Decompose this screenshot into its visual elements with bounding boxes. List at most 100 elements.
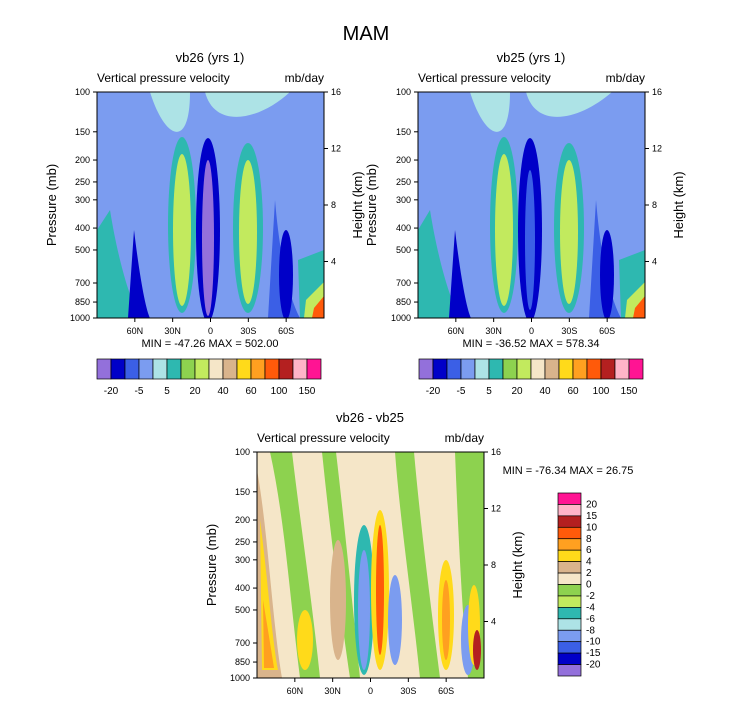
- colorbar-swatch: [544, 358, 560, 380]
- pressure-tick-label: 500: [396, 245, 411, 255]
- contour-fill: [257, 452, 484, 678]
- lat-tick-label: 30N: [164, 326, 181, 336]
- colorbar-swatch: [278, 358, 294, 380]
- lat-tick-label: 0: [208, 326, 213, 336]
- contour-fill: [97, 92, 324, 318]
- pressure-tick-label: 250: [235, 537, 250, 547]
- pressure-tick-label: 200: [235, 515, 250, 525]
- colorbar-swatch: [558, 358, 574, 380]
- pressure-tick-label: 850: [235, 657, 250, 667]
- colorbar-label: 100: [593, 386, 610, 397]
- pressure-tick-label: 400: [75, 223, 90, 233]
- pressure-tick-label: 100: [396, 87, 411, 97]
- height-tick-label: 12: [491, 504, 501, 514]
- colorbar-swatch: [600, 358, 616, 380]
- y2-axis-label: Height (km): [350, 171, 365, 238]
- lat-tick-label: 0: [529, 326, 534, 336]
- colorbar-label: 5: [164, 386, 170, 397]
- colorbar-swatch: [628, 358, 644, 380]
- y2-axis-label: Height (km): [671, 171, 686, 238]
- colorbar-swatch: [152, 358, 168, 380]
- height-tick-label: 4: [652, 257, 657, 267]
- panel-vb25: vb25 (yrs 1) Vertical pressure velocity …: [364, 50, 686, 397]
- colorbar-swatch: [557, 549, 582, 562]
- pressure-tick-label: 850: [396, 297, 411, 307]
- colorbar-swatch: [557, 572, 582, 585]
- panel-vb26: vb26 (yrs 1) Vertical pressure velocity …: [44, 50, 365, 397]
- height-tick-label: 12: [652, 144, 662, 154]
- colorbar-swatch: [488, 358, 504, 380]
- lat-tick-label: 0: [368, 686, 373, 696]
- pressure-tick-label: 850: [75, 297, 90, 307]
- field-label: Vertical pressure velocity: [418, 71, 551, 85]
- pressure-tick-label: 100: [75, 87, 90, 97]
- colorbar-swatch: [138, 358, 154, 380]
- colorbar-swatch: [502, 358, 518, 380]
- colorbar-swatch: [557, 584, 582, 597]
- pressure-tick-label: 500: [235, 605, 250, 615]
- colorbar-swatch: [557, 492, 582, 505]
- lat-tick-label: 30N: [485, 326, 502, 336]
- lat-tick-label: 60S: [438, 686, 454, 696]
- units-label: mb/day: [606, 71, 645, 85]
- colorbar-label: -2: [586, 591, 595, 602]
- field-label: Vertical pressure velocity: [257, 431, 390, 445]
- colorbar-label: 10: [586, 522, 598, 533]
- panel-title: vb26 (yrs 1): [176, 50, 245, 65]
- colorbar-swatch: [446, 358, 462, 380]
- pressure-tick-label: 200: [75, 155, 90, 165]
- colorbar-swatch: [557, 515, 582, 528]
- colorbar-label: -20: [104, 386, 119, 397]
- colorbar-swatch: [250, 358, 266, 380]
- colorbar-label: 20: [586, 499, 598, 510]
- pressure-tick-label: 500: [75, 245, 90, 255]
- height-tick-label: 4: [331, 257, 336, 267]
- min-max-stats: MIN = -47.26 MAX = 502.00: [142, 338, 279, 350]
- colorbar-label: 100: [271, 386, 288, 397]
- colorbar-swatch: [292, 358, 308, 380]
- colorbar-label: 150: [621, 386, 638, 397]
- colorbar-swatch: [306, 358, 322, 380]
- height-tick-label: 4: [491, 617, 496, 627]
- units-label: mb/day: [285, 71, 324, 85]
- pressure-tick-label: 250: [396, 177, 411, 187]
- colorbar-swatch: [586, 358, 602, 380]
- colorbar-swatch: [194, 358, 210, 380]
- height-tick-label: 16: [331, 87, 341, 97]
- colorbar-swatch: [474, 358, 490, 380]
- pressure-tick-label: 1000: [230, 673, 250, 683]
- colorbar-swatch: [557, 641, 582, 654]
- pressure-tick-label: 200: [396, 155, 411, 165]
- colorbar-swatch: [460, 358, 476, 380]
- lat-tick-label: 60S: [278, 326, 294, 336]
- colorbar-swatch: [236, 358, 252, 380]
- colorbar-swatch: [557, 504, 582, 517]
- lat-tick-label: 30N: [324, 686, 341, 696]
- colorbar-label: -5: [135, 386, 144, 397]
- colorbar-label: -10: [586, 637, 601, 648]
- lat-tick-label: 60N: [287, 686, 304, 696]
- pressure-tick-label: 100: [235, 447, 250, 457]
- colorbar-swatch: [96, 358, 112, 380]
- colorbar-label: 20: [189, 386, 201, 397]
- colorbar-label: -20: [586, 660, 601, 671]
- min-max-stats: MIN = -76.34 MAX = 26.75: [503, 465, 634, 477]
- colorbar-swatch: [418, 358, 434, 380]
- height-tick-label: 8: [652, 200, 657, 210]
- colorbar-swatch: [557, 526, 582, 540]
- colorbar-swatch: [530, 358, 546, 380]
- colorbar-swatch: [557, 538, 582, 551]
- pressure-tick-label: 1000: [391, 313, 411, 323]
- y2-axis-label: Height (km): [510, 531, 525, 598]
- colorbar-label: 40: [539, 386, 551, 397]
- lat-tick-label: 60S: [599, 326, 615, 336]
- colorbar-swatch: [572, 358, 588, 380]
- y-axis-label: Pressure (mb): [364, 164, 379, 246]
- colorbar-swatch: [557, 561, 582, 574]
- page-title: MAM: [343, 23, 390, 45]
- pressure-tick-label: 300: [396, 195, 411, 205]
- colorbar-swatch: [557, 629, 582, 643]
- colorbar-swatch: [124, 358, 140, 380]
- contour-fill: [418, 92, 645, 318]
- height-tick-label: 8: [331, 200, 336, 210]
